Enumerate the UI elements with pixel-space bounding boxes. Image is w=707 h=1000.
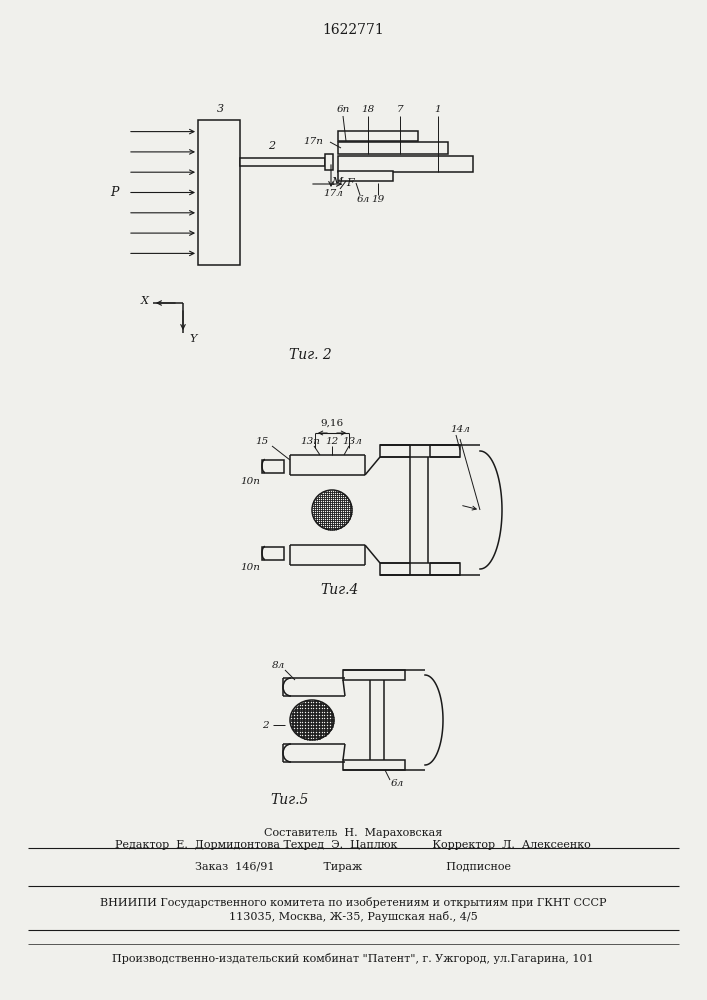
- Text: 6л: 6л: [390, 780, 404, 788]
- Bar: [198, 120, 240, 265]
- Text: 1622771: 1622771: [322, 23, 384, 37]
- Text: 15: 15: [255, 436, 269, 446]
- Text: Y: Y: [189, 334, 197, 344]
- Text: Редактор  Е.  Дормидонтова Техред  Э.  Цаплюк          Корректор  Л.  Алексеенко: Редактор Е. Дормидонтова Техред Э. Цаплю…: [115, 840, 591, 850]
- Text: X: X: [141, 296, 149, 306]
- Bar: [343, 760, 405, 770]
- Bar: [380, 563, 460, 575]
- Text: 13л: 13л: [342, 436, 362, 446]
- Text: Τиг.5: Τиг.5: [271, 793, 309, 807]
- Text: 3: 3: [216, 104, 223, 114]
- Bar: [240, 158, 325, 166]
- Bar: [262, 547, 284, 560]
- Text: 18: 18: [361, 104, 375, 113]
- Bar: [325, 154, 333, 170]
- Bar: [410, 455, 428, 565]
- Text: 17л: 17л: [323, 188, 343, 198]
- Text: Τиг. 2: Τиг. 2: [288, 348, 332, 362]
- Bar: [338, 156, 473, 172]
- Text: 9,16: 9,16: [320, 418, 344, 428]
- Text: 113035, Москва, Ж-35, Раушская наб., 4/5: 113035, Москва, Ж-35, Раушская наб., 4/5: [228, 910, 477, 922]
- Bar: [343, 670, 405, 680]
- Text: 10п: 10п: [240, 477, 260, 486]
- Text: 2: 2: [269, 141, 276, 151]
- Text: 13п: 13п: [300, 436, 320, 446]
- Text: M: M: [332, 177, 343, 187]
- Text: Τиг.4: Τиг.4: [321, 583, 359, 597]
- Text: 6п: 6п: [337, 104, 350, 113]
- Bar: [338, 131, 418, 141]
- Text: F: F: [346, 178, 354, 188]
- Text: P: P: [110, 186, 118, 199]
- Bar: [370, 678, 384, 762]
- Text: 8л: 8л: [271, 662, 285, 670]
- Text: 12: 12: [325, 436, 339, 446]
- Text: 6л: 6л: [356, 194, 370, 204]
- Text: Производственно-издательский комбинат "Патент", г. Ужгород, ул.Гагарина, 101: Производственно-издательский комбинат "П…: [112, 952, 594, 964]
- Text: 7: 7: [397, 104, 403, 113]
- Text: Заказ  146/91              Тираж                        Подписное: Заказ 146/91 Тираж Подписное: [195, 862, 511, 872]
- Text: 19: 19: [371, 194, 385, 204]
- Text: 2: 2: [262, 720, 269, 730]
- Text: 17п: 17п: [303, 137, 323, 146]
- Text: 1: 1: [435, 104, 441, 113]
- Bar: [338, 171, 393, 181]
- Text: 10п: 10п: [240, 564, 260, 572]
- Text: Составитель  Н.  Мараховская: Составитель Н. Мараховская: [264, 828, 442, 838]
- Bar: [262, 460, 284, 473]
- Bar: [380, 445, 460, 457]
- Bar: [338, 142, 448, 154]
- Text: 14л: 14л: [450, 426, 470, 434]
- Text: ВНИИПИ Государственного комитета по изобретениям и открытиям при ГКНТ СССР: ВНИИПИ Государственного комитета по изоб…: [100, 898, 606, 908]
